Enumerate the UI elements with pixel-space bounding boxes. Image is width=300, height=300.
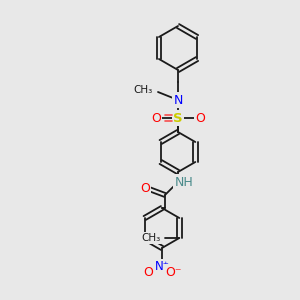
Text: O: O [140,182,150,194]
Text: CH₃: CH₃ [134,85,153,95]
Text: CH₃: CH₃ [141,233,160,243]
Text: NH: NH [175,176,194,188]
Text: O: O [143,266,153,278]
Text: N: N [173,94,183,106]
Text: N⁺: N⁺ [154,260,169,274]
Text: O: O [195,112,205,124]
Text: O: O [151,112,161,124]
Text: O⁻: O⁻ [166,266,182,278]
Text: S: S [173,112,183,124]
